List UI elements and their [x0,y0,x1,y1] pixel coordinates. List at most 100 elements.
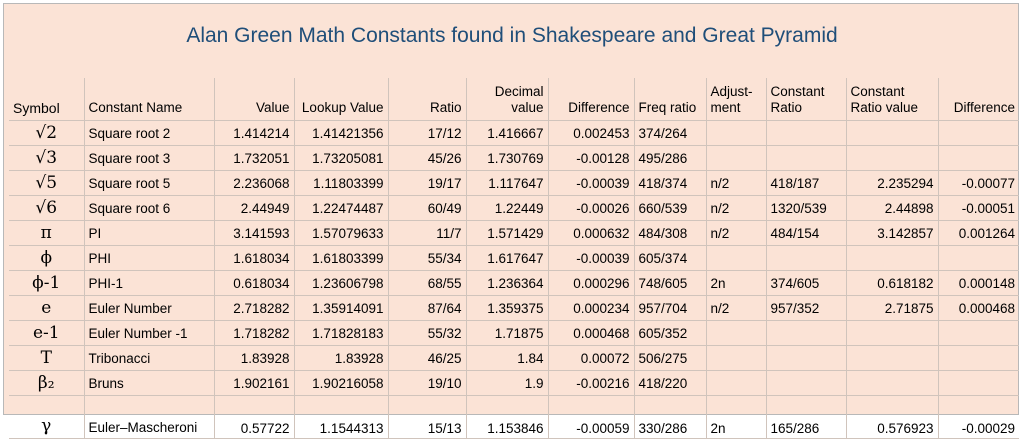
col-header-decimal-value: Decimal value [466,78,549,121]
constant-name-cell: Square root 5 [84,170,215,196]
decimal-value-cell: 1.117647 [466,170,549,196]
table-row: √3 Square root 3 1.732051 1.73205081 45/26 1.… [9,145,1019,171]
difference-cell: 0.000632 [548,220,635,246]
lookup-value-cell: 1.90216058 [294,370,389,396]
header-row: Symbol Constant Name Value Lookup Value … [9,78,1019,121]
adjustment-cell [706,120,767,146]
difference-2-cell [938,145,1019,171]
constant-ratio-value-cell [846,345,939,371]
decimal-value-cell: 1.22449 [466,195,549,221]
symbol-cell: ϕ [9,245,85,271]
constants-table: Symbol Constant Name Value Lookup Value … [9,78,1019,439]
constant-ratio-value-cell: 0.618182 [846,270,939,296]
col-header-constant-name: Constant Name [84,78,215,121]
lookup-value-cell: 1.22474487 [294,195,389,221]
col-header-value: Value [214,78,295,121]
constant-ratio-cell: 418/187 [766,170,847,196]
ratio-cell: 46/25 [388,345,467,371]
decimal-value-cell: 1.71875 [466,320,549,346]
col-header-freq-ratio: Freq ratio [634,78,707,121]
decimal-value-cell: 1.730769 [466,145,549,171]
freq-ratio-cell: 957/704 [634,295,707,321]
freq-ratio-cell: 605/374 [634,245,707,271]
difference-cell: 0.000296 [548,270,635,296]
constant-ratio-cell: 957/352 [766,295,847,321]
constant-ratio-value-cell [846,320,939,346]
page-title: Alan Green Math Constants found in Shake… [186,24,838,47]
decimal-value-cell: 1.236364 [466,270,549,296]
ratio-cell: 15/13 [388,395,467,439]
lookup-value-cell: 1.41421356 [294,120,389,146]
lookup-value-cell: 1.61803399 [294,245,389,271]
constant-name-cell: PHI [84,245,215,271]
ratio-cell: 68/55 [388,270,467,296]
constant-ratio-value-cell [846,120,939,146]
constant-name-cell: Tribonacci [84,345,215,371]
constant-ratio-cell: 484/154 [766,220,847,246]
ratio-cell: 19/17 [388,170,467,196]
decimal-value-cell: 1.359375 [466,295,549,321]
difference-cell: 0.000468 [548,320,635,346]
symbol-cell: e-1 [9,320,85,346]
difference-2-cell: 0.001264 [938,220,1019,246]
constant-ratio-value-cell: 2.44898 [846,195,939,221]
adjustment-cell [706,245,767,271]
freq-ratio-cell: 495/286 [634,145,707,171]
symbol-cell: ϕ-1 [9,270,85,296]
difference-2-cell: 0.000148 [938,270,1019,296]
col-header-symbol: Symbol [9,78,85,121]
decimal-value-cell: 1.617647 [466,245,549,271]
difference-2-cell [938,120,1019,146]
difference-2-cell: -0.00077 [938,170,1019,196]
constant-ratio-value-cell: 3.142857 [846,220,939,246]
lookup-value-cell: 1.71828183 [294,320,389,346]
symbol-cell: γ [9,395,85,439]
table-row: √5 Square root 5 2.236068 1.11803399 19/17 1.… [9,170,1019,196]
adjustment-cell: n/2 [706,170,767,196]
col-header-lookup-value: Lookup Value [294,78,389,121]
difference-cell: -0.00026 [548,195,635,221]
adjustment-cell [706,345,767,371]
adjustment-cell: n/2 [706,220,767,246]
lookup-value-cell: 1.83928 [294,345,389,371]
table-frame: Alan Green Math Constants found in Shake… [3,3,1019,439]
adjustment-cell: 2n [706,270,767,296]
table-row: T Tribonacci 1.83928 1.83928 46/25 1.84 0.0007… [9,345,1019,371]
difference-cell: -0.00039 [548,245,635,271]
table-row: √2 Square root 2 1.414214 1.41421356 17/12 1.… [9,120,1019,146]
freq-ratio-cell: 374/264 [634,120,707,146]
symbol-cell: β₂ [9,370,85,396]
constant-ratio-cell: 374/605 [766,270,847,296]
freq-ratio-cell: 418/374 [634,170,707,196]
freq-ratio-cell: 605/352 [634,320,707,346]
constant-ratio-value-cell [846,370,939,396]
ratio-cell: 55/32 [388,320,467,346]
decimal-value-cell: 1.416667 [466,120,549,146]
table-row: e-1 Euler Number -1 1.718282 1.71828183 55/3… [9,320,1019,346]
table-row: e Euler Number 2.718282 1.35914091 87/64 1.35… [9,295,1019,321]
symbol-cell: √5 [9,170,85,196]
table-body: √2 Square root 2 1.414214 1.41421356 17/12 1.… [9,120,1019,439]
value-cell: 1.718282 [214,320,295,346]
constant-ratio-value-cell: 0.576923 [846,395,939,439]
adjustment-cell: n/2 [706,295,767,321]
lookup-value-cell: 1.57079633 [294,220,389,246]
constant-ratio-cell: 1320/539 [766,195,847,221]
ratio-cell: 19/10 [388,370,467,396]
difference-2-cell [938,320,1019,346]
freq-ratio-cell: 748/605 [634,270,707,296]
decimal-value-cell: 1.9 [466,370,549,396]
symbol-cell: T [9,345,85,371]
value-cell: 2.236068 [214,170,295,196]
freq-ratio-cell: 506/275 [634,345,707,371]
value-cell: 3.141593 [214,220,295,246]
constant-name-cell: PHI-1 [84,270,215,296]
constant-name-cell: Square root 6 [84,195,215,221]
symbol-cell: √3 [9,145,85,171]
value-cell: 1.902161 [214,370,295,396]
adjustment-cell [706,145,767,171]
difference-cell: 0.000234 [548,295,635,321]
difference-cell: -0.00128 [548,145,635,171]
ratio-cell: 17/12 [388,120,467,146]
constant-ratio-value-cell: 2.71875 [846,295,939,321]
